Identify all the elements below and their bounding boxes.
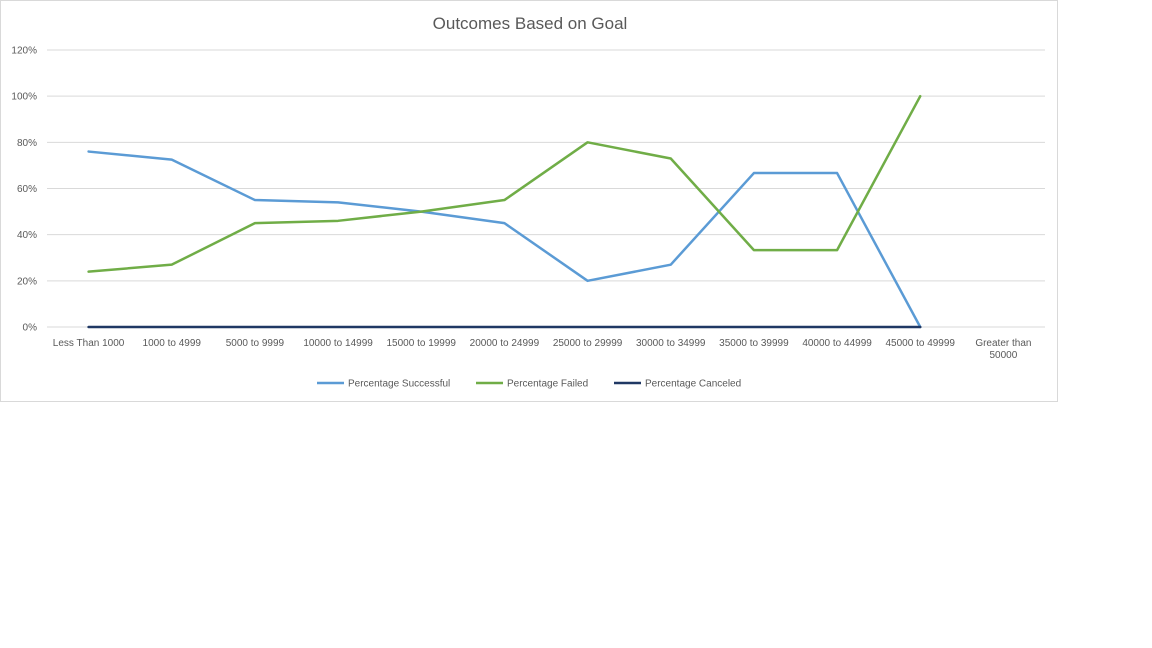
x-tick-label-line: Greater than (975, 338, 1031, 349)
x-tick-label-line: 1000 to 4999 (143, 338, 202, 349)
series-line-2 (87, 94, 922, 273)
x-tick-label: 20000 to 24999 (470, 338, 540, 349)
y-tick-label: 40% (17, 230, 37, 241)
x-tick-label: 35000 to 39999 (719, 338, 789, 349)
y-tick-label: 0% (23, 323, 38, 334)
chart-title: Outcomes Based on Goal (433, 14, 628, 33)
x-tick-label: 15000 to 19999 (386, 338, 456, 349)
x-axis-tick-labels: Less Than 1000 1000 to 4999 5000 to 9999 10… (53, 338, 1032, 361)
x-tick-label-line: 5000 to 9999 (226, 338, 285, 349)
x-tick-label: 25000 to 29999 (553, 338, 623, 349)
x-tick-label: 30000 to 34999 (636, 338, 706, 349)
x-tick-label-line: 15000 to 19999 (386, 338, 456, 349)
legend-label: Percentage Successful (348, 379, 450, 390)
y-tick-label: 20% (17, 276, 37, 287)
legend: Percentage Successful Percentage Failed Pe… (317, 379, 741, 390)
x-tick-label-line: 20000 to 24999 (470, 338, 540, 349)
x-tick-label: 1000 to 4999 (143, 338, 202, 349)
x-tick-label: 45000 to 49999 (885, 338, 955, 349)
y-axis-tick-labels: 0% 20% 40% 60% 80% 100% 120% (11, 46, 37, 334)
y-tick-label: 120% (11, 46, 37, 57)
x-tick-label-line: Less Than 1000 (53, 338, 125, 349)
legend-item: Percentage Canceled (614, 379, 741, 390)
chart-frame: Outcomes Based on Goal 0% 20% 40% 60% 80% 100… (0, 0, 1058, 402)
gridlines (47, 49, 1045, 328)
y-tick-label: 60% (17, 184, 37, 195)
legend-item: Percentage Failed (476, 379, 588, 390)
legend-item: Percentage Successful (317, 379, 450, 390)
x-tick-label: 10000 to 14999 (303, 338, 373, 349)
y-tick-label: 80% (17, 138, 37, 149)
x-tick-label: Less Than 1000 (53, 338, 125, 349)
line-chart: Outcomes Based on Goal 0% 20% 40% 60% 80% 100… (11, 14, 1045, 390)
x-tick-label: Greater than 50000 (975, 338, 1031, 361)
x-tick-label: 5000 to 9999 (226, 338, 285, 349)
x-tick-label-line: 50000 (990, 350, 1018, 361)
x-tick-label-line: 35000 to 39999 (719, 338, 789, 349)
x-tick-label-line: 45000 to 49999 (885, 338, 955, 349)
series-line-1 (87, 150, 922, 329)
y-tick-label: 100% (11, 92, 37, 103)
x-tick-label-line: 10000 to 14999 (303, 338, 373, 349)
legend-label: Percentage Canceled (645, 379, 741, 390)
series-lines (87, 94, 922, 329)
x-tick-label-line: 30000 to 34999 (636, 338, 706, 349)
x-tick-label-line: 25000 to 29999 (553, 338, 623, 349)
x-tick-label: 40000 to 44999 (802, 338, 872, 349)
x-tick-label-line: 40000 to 44999 (802, 338, 872, 349)
legend-label: Percentage Failed (507, 379, 588, 390)
